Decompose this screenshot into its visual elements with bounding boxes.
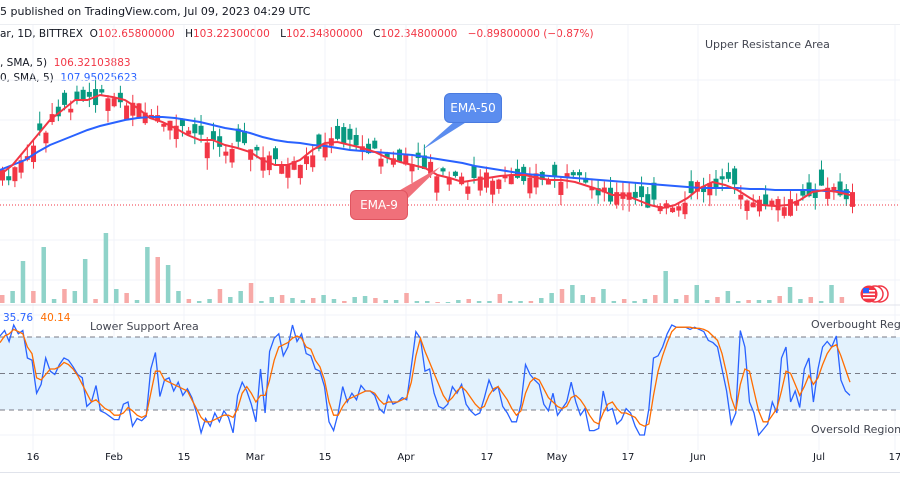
published-text: 5 published on TradingView.com, Jul 09, … (0, 5, 311, 18)
ema50-callout-text: EMA-50 (450, 101, 496, 115)
stoch-d-value: 40.14 (40, 312, 71, 324)
ema9-callout-text: EMA-9 (360, 198, 398, 212)
x-tick-label: May (546, 452, 568, 463)
x-tick-label: Jun (690, 452, 706, 463)
x-tick-label: 15 (177, 452, 191, 463)
chart-canvas[interactable] (0, 25, 900, 450)
us-flag-icon[interactable] (860, 285, 890, 303)
ema50-legend-value: 107.95025623 (60, 72, 138, 84)
publish-header: 5 published on TradingView.com, Jul 09, … (0, 0, 900, 25)
close-label: C (373, 28, 381, 40)
ohlc-legend: ar, 1D, BITTREX O102.65800000 H103.22300… (0, 28, 594, 40)
x-tick-label: 16 (26, 452, 40, 463)
ema50-legend: 0, SMA, 5) 107.95025623 (0, 72, 137, 84)
ema9-legend-label: , SMA, 5) (0, 57, 48, 69)
overbought-label: Overbought Regio (811, 318, 900, 331)
x-tick-label: 15 (318, 452, 332, 463)
open-value: 102.65800000 (97, 28, 175, 40)
x-tick-label: Mar (245, 452, 265, 463)
close-value: 102.34800000 (380, 28, 458, 40)
lower-support-label: Lower Support Area (90, 320, 199, 333)
oversold-label: Oversold Region (811, 423, 900, 436)
stoch-values: 35.76 40.14 (3, 312, 70, 324)
axis-divider (0, 472, 900, 473)
x-axis: 16 Feb 15 Mar 15 Apr 17 May 17 Jun Jul 17 (0, 452, 900, 472)
x-tick-label: Apr (397, 452, 415, 463)
ema9-legend-value: 106.32103883 (53, 57, 131, 69)
open-label: O (89, 28, 98, 40)
high-value: 103.22300000 (192, 28, 270, 40)
change-value: −0.89800000 (−0.87%) (467, 28, 594, 40)
x-tick-label: 17 (888, 452, 900, 463)
ema9-callout: EMA-9 (350, 190, 408, 220)
ema9-legend: , SMA, 5) 106.32103883 (0, 57, 131, 69)
ema50-legend-label: 0, SMA, 5) (0, 72, 54, 84)
low-label: L (280, 28, 286, 40)
stoch-k-value: 35.76 (3, 312, 34, 324)
x-tick-label: 17 (480, 452, 494, 463)
x-tick-label: Feb (105, 452, 123, 463)
symbol-info: ar, 1D, BITTREX (0, 28, 83, 40)
ema50-callout: EMA-50 (444, 93, 502, 123)
low-value: 102.34800000 (286, 28, 363, 40)
x-tick-label: 17 (621, 452, 635, 463)
x-tick-label: Jul (812, 452, 826, 463)
upper-resistance-label: Upper Resistance Area (705, 38, 830, 51)
high-label: H (185, 28, 193, 40)
